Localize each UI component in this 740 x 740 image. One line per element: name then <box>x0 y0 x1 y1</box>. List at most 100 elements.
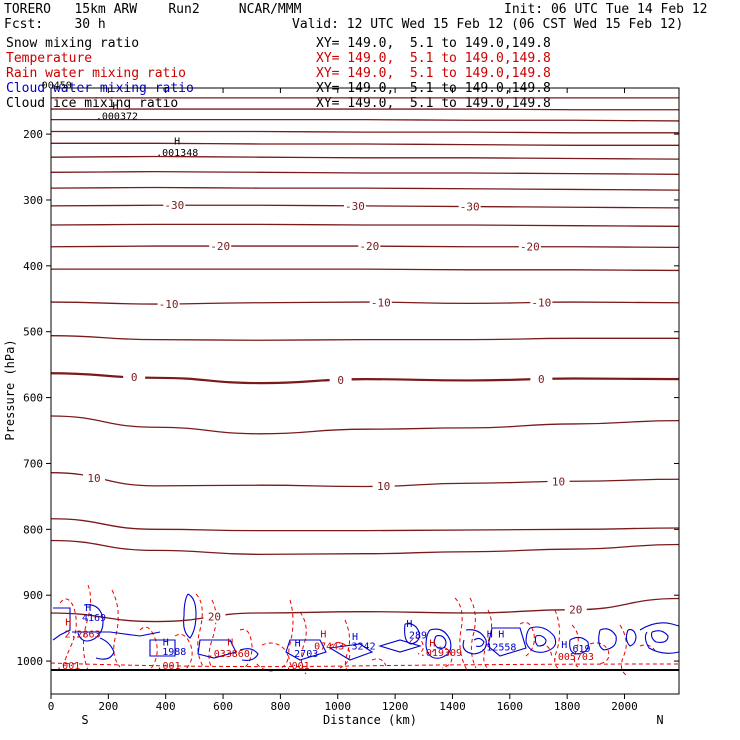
temperature-contour <box>50 472 680 488</box>
cloud-water-contour <box>598 628 617 651</box>
max-value-label: 07443 <box>314 641 344 652</box>
legend-label-cloud-ice: Cloud ice mixing ratio <box>6 96 179 111</box>
x-tick-label: 1000 <box>325 700 352 713</box>
cloud-water-contour <box>425 628 452 659</box>
high-marker: H <box>320 629 326 640</box>
rain-contour <box>299 611 307 675</box>
cloud-water-contour <box>328 643 374 661</box>
contour-label-bg <box>369 296 392 309</box>
max-value-label: .000372 <box>96 112 138 123</box>
cloud-water-contour <box>487 627 527 657</box>
high-marker: H <box>561 640 567 651</box>
contour-label-bg <box>530 296 553 309</box>
temperature-contour-label: -20 <box>520 241 540 254</box>
x-tick-label: 1800 <box>554 700 581 713</box>
temperature-contour-label: -30 <box>460 201 480 214</box>
x-axis-label: Distance (km) <box>323 713 417 727</box>
rain-contour <box>208 599 217 669</box>
high-marker: H <box>352 632 358 643</box>
x-tick-label: 600 <box>213 700 233 713</box>
rain-contour <box>431 646 453 669</box>
rain-contour <box>469 597 477 669</box>
max-value-label: 4169 <box>82 613 106 624</box>
temperature-contour <box>50 539 680 556</box>
legend-xy-rain: XY= 149.0, 5.1 to 149.0,149.8 <box>316 66 551 81</box>
temperature-contour <box>51 118 680 122</box>
x-tick-label: 2000 <box>611 700 638 713</box>
high-marker: H <box>295 639 301 650</box>
temperature-contour-label: -30 <box>345 200 365 213</box>
contour-label-bg <box>163 199 186 212</box>
high-marker: H <box>65 618 71 629</box>
cloud-water-contours <box>52 593 680 661</box>
cloud-water-contour <box>95 637 115 660</box>
y-tick-label: 700 <box>23 457 43 470</box>
legend-label-rain: Rain water mixing ratio <box>6 66 187 81</box>
cloud-water-contour <box>72 631 161 637</box>
contour-label-bg <box>157 297 180 310</box>
contour-label-bg <box>329 374 352 387</box>
cloud-water-contour <box>569 636 589 655</box>
cloud-water-contour <box>239 648 259 661</box>
plot-frame <box>50 87 680 695</box>
cloud-water-contour <box>639 622 680 654</box>
contour-label-bg <box>372 479 395 492</box>
y-axis-label: Pressure (hPa) <box>3 339 17 440</box>
rain-contour <box>111 589 121 668</box>
cloud-water-contour <box>534 634 547 647</box>
rain-contour <box>454 597 468 671</box>
max-value-label: 00450 <box>42 81 72 92</box>
legend-xy-cloud-ice: XY= 149.0, 5.1 to 149.0,149.8 <box>316 96 551 111</box>
temperature-contour-label: 10 <box>377 480 390 493</box>
max-value-label: 1988 <box>162 647 186 658</box>
y-tick-label: 900 <box>23 589 43 602</box>
temperature-contours <box>50 97 680 623</box>
y-tick-label: 1000 <box>17 655 44 668</box>
high-marker: H <box>406 619 412 630</box>
cloud-water-contour <box>404 623 420 645</box>
temperature-contour <box>51 142 679 146</box>
x-tick-label: 0 <box>48 700 55 713</box>
temperature-contour-label: -30 <box>164 199 184 212</box>
y-tick-label: 300 <box>23 194 43 207</box>
rain-contour <box>329 642 351 669</box>
high-marker: H <box>163 637 169 648</box>
x-tick-label: 200 <box>98 700 118 713</box>
cloud-water-contour <box>625 629 637 647</box>
cloud-water-contour <box>77 604 104 642</box>
cloud-water-contour <box>183 593 197 639</box>
temperature-contour <box>50 223 680 227</box>
max-value-label: .001 <box>56 661 80 672</box>
rain-contour <box>571 624 579 668</box>
max-value-label: 289 <box>409 631 427 642</box>
contour-label-bg <box>358 240 381 253</box>
temperature-contour-label: -10 <box>531 296 551 309</box>
x-axis-end-label-north: N <box>656 713 663 727</box>
temperature-contour-label: -10 <box>371 296 391 309</box>
temperature-contour <box>50 335 679 341</box>
max-value-label: 619 <box>572 644 590 655</box>
axes: 0 200 400 600 800 1000 1200 1400 1600 1800 2000200… <box>17 88 679 713</box>
contour-label-bg <box>458 200 481 213</box>
high-marker: H <box>487 629 493 640</box>
y-tick-label: 600 <box>23 392 43 405</box>
legend-label-snow: Snow mixing ratio <box>6 36 140 51</box>
legend-label-temperature: Temperature <box>6 51 93 66</box>
temperature-contour <box>50 155 680 160</box>
contour-label-bg <box>209 240 232 253</box>
y-tick-label: 200 <box>23 128 43 141</box>
x-tick-label: 1200 <box>382 700 409 713</box>
temperature-contour-label: 10 <box>552 476 565 489</box>
x-axis-end-label-south: S <box>81 713 88 727</box>
cloud-water-contour <box>378 639 422 653</box>
max-value-label: .001 <box>286 661 310 672</box>
rain-contour <box>619 624 627 676</box>
cloud-water-contour <box>650 630 669 643</box>
max-value-label: 2.2863 <box>64 629 100 640</box>
cloud-water-contour <box>462 629 487 655</box>
temperature-contour-label: 0 <box>538 373 545 386</box>
contour-label-bg <box>83 472 106 485</box>
x-tick-label: 800 <box>270 700 290 713</box>
max-value-label: .001 <box>157 661 181 672</box>
